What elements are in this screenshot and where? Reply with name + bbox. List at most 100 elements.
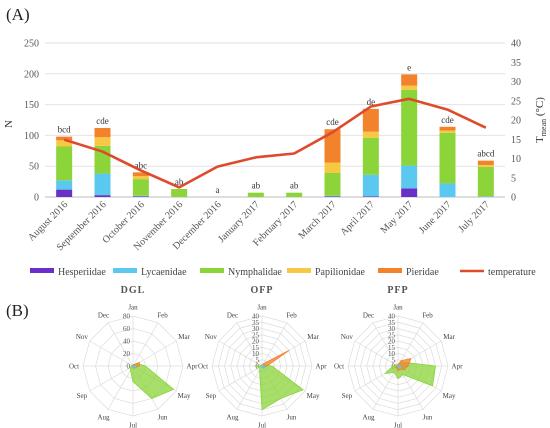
radar-axis-label: Dec <box>227 311 238 319</box>
significance-label: cde <box>326 117 339 127</box>
bar-segment-nymphalidae <box>324 172 341 196</box>
radar-spoke <box>354 340 399 367</box>
legend-label: Pieridae <box>406 267 439 278</box>
bar-segment-nymphalidae <box>439 132 456 184</box>
radar-title: DGL <box>121 285 146 296</box>
bar-segment-papilionidae <box>362 131 379 138</box>
radar-tick-label: 5 <box>392 356 396 364</box>
bar-segment-papilionidae <box>439 130 456 133</box>
radar-axis-label: Sep <box>206 392 217 400</box>
legend-label: Hesperiidae <box>58 267 106 278</box>
radar-tick-label: 80 <box>123 313 131 321</box>
y-tick-label: 50 <box>29 162 39 173</box>
radar-axis-label: Feb <box>422 311 433 319</box>
legend: Hesperiidae Lycaenidae Nymphalidae Papilion… <box>30 267 536 278</box>
bar-segment-pieridae <box>401 74 418 86</box>
y-tick-label: 200 <box>24 69 39 80</box>
bar-segment-hesperiidae <box>362 196 379 197</box>
radar-spoke <box>236 322 263 367</box>
radar-spoke <box>372 322 399 367</box>
radar-axis-label: Feb <box>157 311 168 319</box>
radar-axis-label: Apr <box>452 363 464 371</box>
significance-label: e <box>407 62 411 72</box>
radar-title: PFP <box>387 285 408 296</box>
radar-spoke <box>89 365 134 392</box>
legend-label: Papilionidae <box>315 267 366 278</box>
radar-spoke <box>107 322 134 367</box>
radar-spoke <box>132 322 159 367</box>
significance-label: cde <box>441 115 454 125</box>
legend-label: Nymphalidae <box>228 267 282 278</box>
legend-swatch <box>200 268 224 273</box>
radar-dgl: Jan Feb Mar Apr May Jun Jul Aug Sep Oct Nov Dec 0 20 4… <box>69 285 198 428</box>
legend-swatch <box>113 268 137 273</box>
radar-axis-label: Jul <box>394 422 402 428</box>
radar-series-lycaenidae <box>397 364 402 369</box>
y2-tick-label: 0 <box>511 193 516 204</box>
bar-segment-nymphalidae <box>477 166 494 197</box>
bar-segment-hesperiidae <box>94 195 111 197</box>
bar-chart: 0 50 100 150 200 250 0 5 10 15 20 25 30 35 40 N Tmean (°… <box>3 39 548 254</box>
radar-tick-label: 30 <box>388 325 396 333</box>
significance-label: ab <box>290 181 299 191</box>
bar-segment-pieridae <box>56 136 73 141</box>
radar-axis-label: May <box>443 392 456 400</box>
radar-spoke <box>372 365 399 410</box>
bar-segment-nymphalidae <box>286 192 303 197</box>
legend-swatch <box>30 268 54 273</box>
bar-segment-nymphalidae <box>132 179 149 196</box>
bar-segment-papilionidae <box>56 140 73 147</box>
bar-segment-hesperiidae <box>56 189 73 197</box>
radar-spoke <box>218 340 263 367</box>
radar-axis-label: Jun <box>423 414 433 422</box>
radar-tick-label: 5 <box>256 356 260 364</box>
bar-segment-nymphalidae <box>56 146 73 181</box>
bar-segment-pieridae <box>94 128 111 138</box>
y2-tick-label: 20 <box>511 116 521 127</box>
y2-tick-label: 30 <box>511 77 521 88</box>
bar-segment-nymphalidae <box>171 188 188 197</box>
bar-segment-lycaenidae <box>439 183 456 197</box>
radar-tick-label: 20 <box>123 350 131 358</box>
radar-axis-label: Jul <box>258 422 266 428</box>
radar-charts: Jan Feb Mar Apr May Jun Jul Aug Sep Oct Nov Dec 0 20 4… <box>69 285 463 428</box>
radar-axis-label: Feb <box>286 311 297 319</box>
y-axis-title: N <box>3 120 15 128</box>
radar-title: OFP <box>251 285 274 296</box>
radar-axis-label: Aug <box>226 414 239 422</box>
significance-label: abcd <box>477 149 494 159</box>
bar-segment-pieridae <box>324 129 341 163</box>
x-tick-label: June 2017 <box>417 199 454 236</box>
bar-segment-nymphalidae <box>247 192 264 197</box>
radar-tick-label: 60 <box>123 325 131 333</box>
radar-axis-label: Sep <box>342 392 353 400</box>
radar-spoke <box>89 340 134 367</box>
y-tick-label: 150 <box>24 100 39 111</box>
radar-tick-label: 25 <box>252 331 260 339</box>
bar-segment-lycaenidae <box>132 195 149 197</box>
radar-tick-label: 25 <box>388 331 396 339</box>
bar-segment-pieridae <box>132 172 149 177</box>
radar-series-nymphalidae <box>129 363 175 399</box>
radar-tick-label: 30 <box>252 325 260 333</box>
bar-segment-lycaenidae <box>362 174 379 197</box>
radar-ofp: JanFebMarAprMayJunJulAugSepOctNovDec0510… <box>198 285 327 428</box>
radar-pfp: JanFebMarAprMayJunJulAugSepOctNovDec0510… <box>334 285 463 428</box>
radar-axis-label: Apr <box>316 363 328 371</box>
radar-series-nymphalidae <box>254 364 304 411</box>
significance-label: abc <box>135 160 148 170</box>
radar-axis-label: Dec <box>363 311 374 319</box>
bar-segment-lycaenidae <box>56 180 73 190</box>
radar-tick-label: 10 <box>388 350 396 358</box>
y2-tick-label: 10 <box>511 154 521 165</box>
bar-segment-nymphalidae <box>362 137 379 175</box>
radar-axis-label: Jan <box>393 304 403 312</box>
y2-axis-title: Tmean (°C) <box>534 97 548 143</box>
radar-tick-label: 20 <box>252 338 260 346</box>
radar-axis-label: May <box>178 392 191 400</box>
radar-tick-label: 35 <box>388 319 396 327</box>
radar-axis-label: Jul <box>129 422 137 428</box>
radar-tick-label: 0 <box>127 363 131 371</box>
significance-label: ab <box>252 181 261 191</box>
